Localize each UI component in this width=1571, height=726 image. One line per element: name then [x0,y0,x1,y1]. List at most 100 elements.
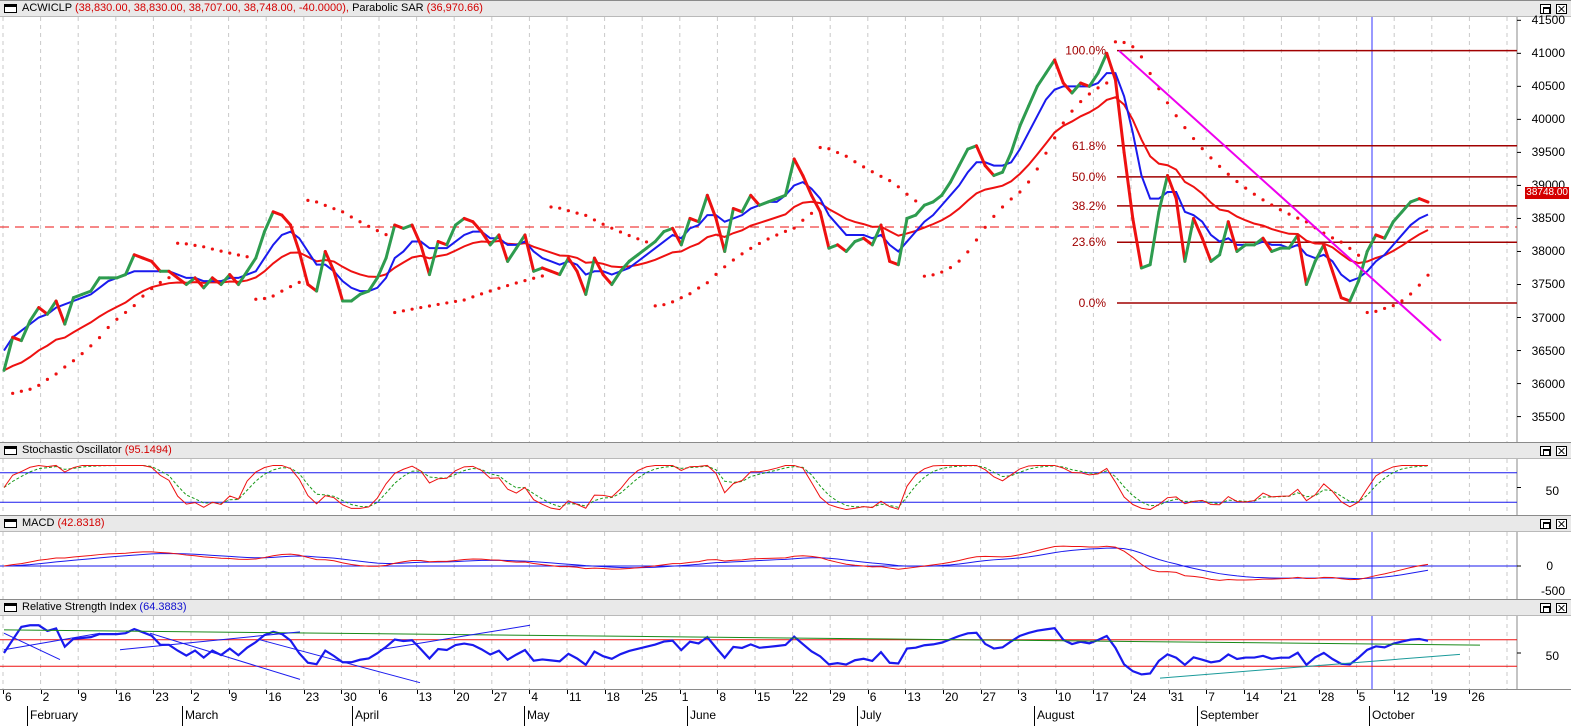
rsi-title: Relative Strength Index (64.3883) [22,601,187,613]
pane-menu-icon[interactable] [4,519,17,528]
sar-dot [818,145,822,150]
x-tick-mark [303,690,305,694]
price-segment [1357,249,1369,283]
price-segment [1348,279,1361,303]
maximize-icon[interactable] [1540,519,1551,529]
x-tick-label: 17 [1095,690,1109,704]
price-y-tick: 37500 [1531,277,1565,292]
sar-dot [835,150,840,155]
price-segment [80,289,93,296]
rsi-pane[interactable]: Relative Strength Index (64.3883) 50 [0,599,1571,690]
price-segment [1313,243,1326,263]
x-tick-mark [78,690,80,694]
pane-menu-icon[interactable] [4,603,17,612]
stoch-d-line [3,464,1429,508]
rsi-value: (64.3883) [139,601,187,613]
sar-dot [783,229,788,233]
macd-chart[interactable] [0,532,1571,600]
price-segment [289,223,301,253]
sar-dot [1209,156,1213,160]
month-label: July [860,708,882,722]
sar-dot [245,255,249,259]
month-label: April [355,708,380,722]
sar-value: (36,970.66) [426,2,483,14]
price-segment [219,273,232,286]
close-icon[interactable] [1556,603,1567,613]
price-segment [1166,174,1178,201]
price-segment [262,210,275,234]
macd-pane[interactable]: MACD (42.8318) 0 -500 [0,515,1571,600]
price-segment [618,259,631,273]
sar-dot [1226,172,1230,176]
price-segment [436,240,449,247]
sar-dot [636,237,640,241]
price-segment [775,193,787,201]
price-segment [1087,71,1100,88]
sar-dot [1348,246,1352,250]
price-segment [1296,233,1308,286]
month-separator [352,706,353,726]
price-chart[interactable]: 100.0% 61.8% 50.0% 38.2% 23.6% 0.0% [0,17,1571,443]
x-tick-mark [416,690,418,694]
sar-dot [714,272,718,276]
close-icon[interactable] [1556,446,1567,456]
sar-dot [1174,114,1178,118]
x-tick-label: 18 [606,690,620,704]
pane-menu-icon[interactable] [4,446,17,455]
price-segment [862,236,874,247]
price-segment [1304,259,1317,286]
stoch-pane[interactable]: Stochastic Oscillator (95.1494) 50 [0,442,1571,516]
price-segment [323,249,336,273]
month-label: March [185,708,219,722]
price-segment [1330,269,1343,300]
sar-dot [1131,45,1135,49]
rsi-trendline [1159,653,1461,679]
price-segment [514,233,527,250]
x-tick-label: 6 [869,690,877,704]
close-icon[interactable] [1556,4,1567,14]
pane-menu-icon[interactable] [4,4,17,13]
price-segment [957,147,970,168]
price-segment [940,180,952,197]
maximize-icon[interactable] [1540,446,1551,456]
x-tick-mark [1018,690,1020,694]
sar-dot [45,377,50,381]
price-segment [948,164,961,184]
sar-dot [80,352,84,356]
sar-dot [853,160,857,164]
sar-dot [479,292,484,296]
macd-y-tick-neg500: -500 [1540,584,1565,598]
x-tick-label: 24 [1133,690,1147,704]
price-segment [974,144,987,168]
month-label: June [690,708,717,722]
close-icon[interactable] [1556,519,1567,529]
maximize-icon[interactable] [1540,603,1551,613]
sar-dot [1287,212,1291,216]
price-segment [384,223,397,260]
sar-dot [288,285,293,289]
maximize-icon[interactable] [1540,4,1551,14]
x-tick-label: 2 [42,690,50,704]
x-tick-label: 12 [1396,690,1410,704]
price-segment [1018,104,1031,128]
sar-dot [1148,71,1152,76]
rsi-chart[interactable] [0,616,1571,690]
sar-dot [89,344,93,348]
price-segment [1322,243,1334,273]
sar-dot [705,281,709,285]
sar-dot [610,226,614,230]
price-segment [1157,174,1170,214]
x-tick-label: 3 [1020,690,1027,704]
sar-dot [827,147,831,151]
price-segment [740,193,753,214]
sar-dot [11,391,15,395]
x-tick-mark [266,690,268,694]
stoch-chart[interactable] [0,459,1571,516]
sar-dot [236,253,241,257]
fib-label: 61.8% [1072,139,1106,153]
x-tick-mark [1469,690,1471,694]
price-pane[interactable]: ACWICLP (38,830.00, 38,830.00, 38,707.00… [0,0,1571,443]
sar-dot [549,205,553,209]
sar-dot [1296,216,1300,220]
x-tick-label: 4 [531,690,539,704]
